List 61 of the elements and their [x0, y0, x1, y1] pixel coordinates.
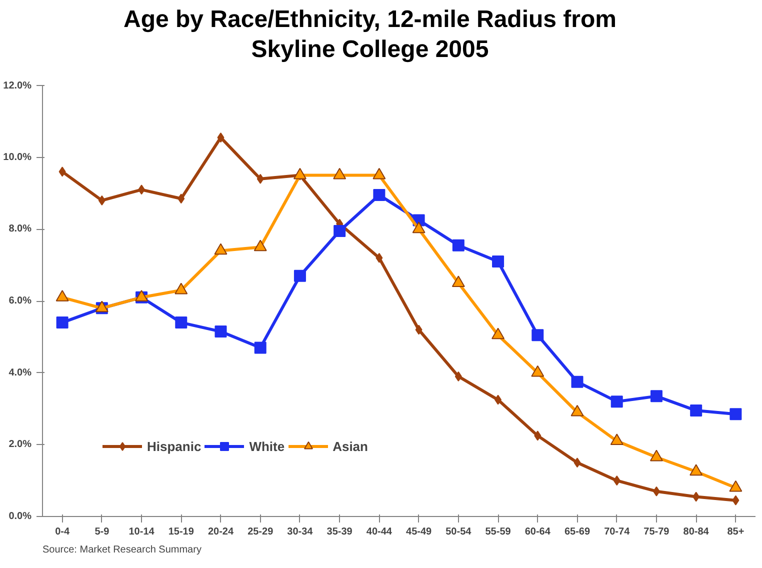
y-tick-label: 2.0% — [8, 439, 32, 450]
x-tick-label: 75-79 — [644, 526, 670, 538]
point — [376, 252, 383, 263]
point — [373, 189, 386, 202]
x-tick-label: 55-59 — [485, 526, 512, 538]
legend-label: Asian — [332, 438, 368, 454]
point — [178, 194, 185, 204]
x-tick-label: 80-84 — [683, 526, 710, 538]
point — [454, 371, 462, 382]
legend-label: Hispanic — [147, 438, 202, 454]
point — [650, 390, 662, 402]
point — [732, 495, 740, 506]
y-tick-label: 8.0% — [8, 224, 32, 235]
x-tick-label: 70-74 — [604, 526, 630, 538]
point — [217, 132, 224, 143]
y-tick-label: 0.0% — [8, 511, 32, 522]
point — [334, 224, 346, 237]
x-tick-label: 60-64 — [524, 526, 551, 538]
x-tick-label: 40-44 — [366, 526, 392, 538]
x-tick-label: 50-54 — [446, 526, 472, 538]
point — [692, 492, 700, 502]
x-tick-label: 25-29 — [248, 526, 274, 538]
legend-label: White — [249, 438, 285, 454]
x-tick-label: 65-69 — [564, 526, 590, 538]
x-tick-label: 10-14 — [128, 526, 155, 538]
x-tick-label: 30-34 — [287, 526, 314, 538]
point — [415, 324, 422, 335]
point — [494, 394, 502, 405]
y-tick-label: 10.0% — [3, 152, 32, 163]
x-tick-label: 45-49 — [406, 526, 432, 538]
point — [452, 239, 464, 252]
point — [138, 184, 146, 195]
point — [492, 255, 504, 268]
point — [730, 408, 742, 420]
x-tick-label: 20-24 — [208, 526, 234, 538]
point — [574, 458, 581, 468]
point — [294, 270, 306, 282]
source-note: Source: Market Research Summary — [42, 544, 202, 556]
point — [98, 195, 106, 206]
y-tick-label: 6.0% — [8, 296, 32, 306]
point — [690, 404, 702, 417]
point — [534, 430, 542, 441]
x-tick-label: 5-9 — [94, 526, 110, 538]
x-tick-label: 85+ — [727, 526, 744, 538]
y-tick-label: 4.0% — [8, 367, 32, 378]
point — [571, 376, 584, 388]
point — [254, 342, 266, 354]
point — [58, 166, 66, 177]
point — [610, 396, 623, 408]
point — [56, 316, 68, 329]
x-tick-label: 0-4 — [55, 526, 70, 538]
point — [175, 316, 188, 329]
chart-title: Age by Race/Ethnicity, 12-mile Radius from Skyline College 2005 — [122, 5, 618, 65]
point — [214, 326, 227, 338]
point — [652, 486, 660, 496]
x-tick-label: 15-19 — [168, 526, 194, 538]
y-tick-label: 12.0% — [3, 80, 32, 92]
point — [256, 174, 264, 184]
point — [532, 329, 544, 342]
x-tick-label: 35-39 — [326, 526, 353, 538]
point — [613, 476, 620, 486]
